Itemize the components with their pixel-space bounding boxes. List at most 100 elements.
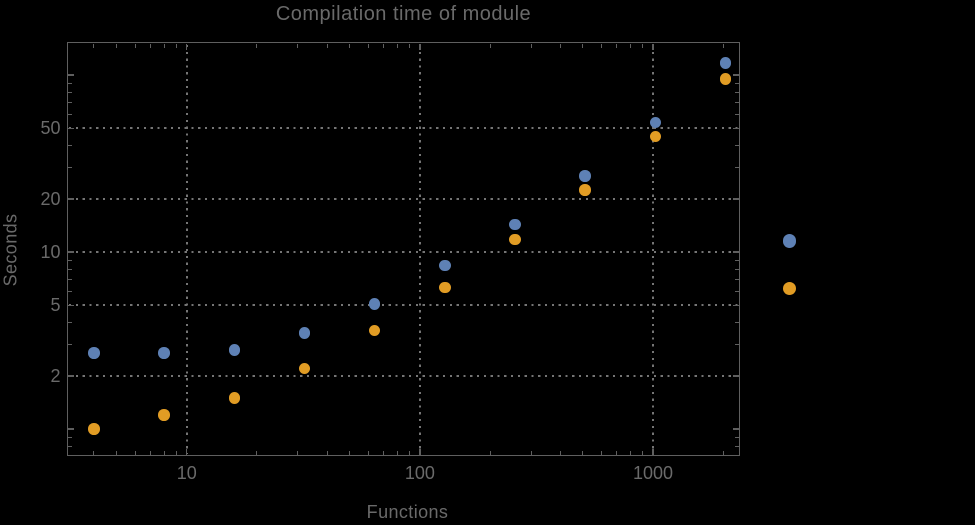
tick-mark [68, 127, 75, 130]
tick-mark [163, 43, 165, 48]
tick-mark [396, 43, 398, 48]
tick-mark [163, 450, 165, 455]
tick-mark [175, 43, 177, 48]
plot-frame [66, 42, 741, 457]
data-point-orange [298, 362, 311, 375]
tick-mark [734, 82, 739, 84]
tick-mark [68, 251, 75, 253]
v-gridline [651, 44, 654, 454]
x-tick-label: 100 [404, 463, 435, 483]
tick-mark [600, 43, 602, 48]
tick-mark [616, 450, 618, 455]
tick-mark [68, 375, 75, 377]
tick-mark [641, 43, 643, 48]
data-point-orange [368, 324, 381, 337]
tick-mark [734, 145, 739, 147]
data-point-orange [88, 423, 100, 435]
tick-mark [68, 322, 73, 324]
tick-mark [734, 91, 739, 93]
tick-mark [489, 43, 491, 48]
tick-mark [732, 304, 739, 307]
chart-title: Compilation time of module [275, 3, 532, 25]
tick-mark [732, 74, 739, 76]
tick-mark [134, 43, 136, 48]
data-point-orange [579, 184, 591, 196]
tick-mark [256, 450, 258, 455]
tick-mark [68, 344, 73, 346]
tick-mark [68, 445, 73, 447]
tick-mark [652, 448, 654, 455]
tick-mark [489, 450, 491, 455]
x-tick-label: 1000 [632, 463, 673, 483]
data-point-blue [509, 218, 521, 231]
x-tick-label: 10 [176, 463, 197, 483]
legend-marker-orange [782, 281, 797, 296]
tick-mark [419, 448, 421, 455]
tick-mark [68, 82, 73, 84]
tick-mark [559, 43, 561, 48]
tick-mark [652, 43, 654, 50]
tick-mark [732, 198, 739, 200]
tick-mark [68, 167, 73, 169]
tick-mark [383, 43, 385, 48]
tick-mark [616, 43, 618, 48]
tick-mark [150, 450, 152, 455]
h-gridline [69, 197, 738, 200]
tick-mark [297, 43, 299, 48]
tick-mark [734, 167, 739, 169]
data-point-blue [719, 57, 732, 69]
tick-mark [734, 322, 739, 324]
tick-mark [732, 127, 739, 130]
tick-mark [68, 268, 73, 270]
tick-mark [732, 428, 739, 430]
tick-mark [68, 279, 73, 281]
tick-mark [734, 279, 739, 281]
tick-mark [722, 450, 724, 455]
x-axis-title: Functions [366, 502, 449, 522]
tick-mark [256, 43, 258, 48]
h-gridline [69, 304, 738, 307]
tick-mark [116, 450, 118, 455]
tick-mark [175, 450, 177, 455]
tick-mark [68, 436, 73, 438]
tick-mark [326, 43, 328, 48]
tick-mark [530, 450, 532, 455]
tick-mark [68, 113, 73, 115]
tick-mark [734, 436, 739, 438]
data-point-orange [509, 233, 521, 246]
tick-mark [68, 74, 75, 76]
tick-mark [185, 448, 188, 455]
tick-mark [629, 43, 631, 48]
tick-mark [734, 290, 739, 292]
tick-mark [68, 290, 73, 292]
tick-mark [68, 304, 75, 307]
tick-mark [297, 450, 299, 455]
legend-marker-blue [782, 234, 797, 248]
tick-mark [734, 259, 739, 261]
h-gridline [69, 374, 738, 377]
tick-mark [734, 113, 739, 115]
data-point-blue [579, 170, 591, 182]
tick-mark [116, 43, 118, 48]
tick-mark [150, 43, 152, 48]
tick-mark [367, 450, 369, 455]
tick-mark [68, 259, 73, 261]
tick-mark [383, 450, 385, 455]
tick-mark [408, 450, 410, 455]
tick-mark [734, 102, 739, 104]
tick-mark [732, 375, 739, 377]
y-tick-label: 50 [40, 118, 61, 139]
y-tick-label: 20 [40, 188, 61, 209]
tick-mark [732, 251, 739, 253]
tick-mark [326, 450, 328, 455]
tick-mark [68, 428, 75, 430]
tick-mark [68, 198, 75, 200]
h-gridline [69, 127, 738, 130]
tick-mark [734, 344, 739, 346]
data-point-orange [158, 409, 170, 421]
data-point-blue [158, 347, 170, 359]
